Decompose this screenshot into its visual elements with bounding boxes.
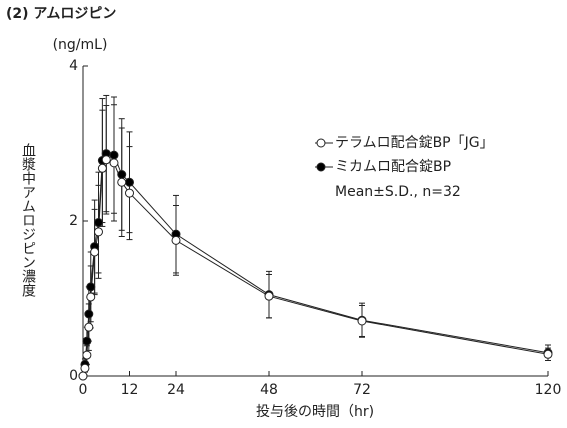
legend-label: ミカムロ配合錠BP <box>335 159 451 175</box>
data-point <box>117 177 127 187</box>
legend-marker <box>316 162 326 172</box>
data-point <box>264 291 274 301</box>
y-unit: (ng/mL) <box>53 37 108 53</box>
x-tick-label: 24 <box>167 382 185 398</box>
y-tick-label: 4 <box>69 58 78 74</box>
data-point <box>84 322 94 332</box>
data-point <box>125 177 134 187</box>
data-point <box>101 155 111 165</box>
x-tick-label: 48 <box>260 382 278 398</box>
data-point <box>90 247 100 257</box>
chart-title: (2) アムロジピン <box>6 6 116 22</box>
data-point <box>109 158 119 168</box>
series-line <box>82 153 549 377</box>
data-point <box>171 235 181 245</box>
legend-label: テラムロ配合錠BP「JG」 <box>335 135 494 151</box>
data-point <box>80 363 90 373</box>
x-tick-label: 0 <box>79 382 88 398</box>
annotation: Mean±S.D., n=32 <box>335 184 461 200</box>
data-point <box>117 170 127 179</box>
legend-marker <box>316 138 326 148</box>
data-point <box>94 227 103 237</box>
data-point <box>82 350 92 360</box>
data-point <box>543 349 553 359</box>
data-point <box>125 188 134 198</box>
data-point <box>86 292 96 302</box>
data-point <box>94 218 103 228</box>
data-point <box>357 316 367 326</box>
y-axis-label: 血漿中アムロジピン濃度 <box>20 143 36 297</box>
y-tick-label: 2 <box>69 213 78 229</box>
x-tick-label: 120 <box>535 382 562 398</box>
data-point <box>82 336 92 346</box>
x-tick-label: 12 <box>121 382 139 398</box>
x-axis-label: 投与後の時間（hr) <box>256 404 374 420</box>
series-line <box>82 159 549 377</box>
data-point <box>78 371 88 381</box>
data-point <box>84 309 94 319</box>
data-point <box>86 282 96 292</box>
x-tick-label: 72 <box>353 382 371 398</box>
y-tick-label: 0 <box>69 368 78 384</box>
data-point <box>97 163 107 173</box>
data-point <box>109 150 119 160</box>
